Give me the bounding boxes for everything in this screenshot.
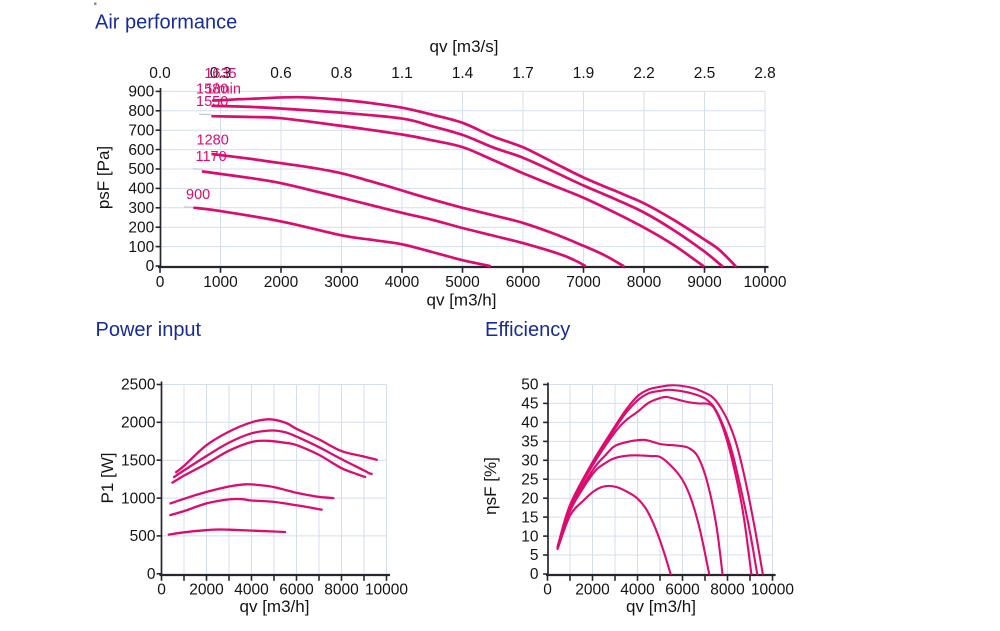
svg-text:4000: 4000	[620, 582, 655, 599]
svg-text:35: 35	[521, 434, 538, 451]
svg-text:10000: 10000	[751, 582, 794, 599]
svg-text:45: 45	[521, 396, 538, 413]
svg-text:300: 300	[128, 200, 154, 217]
svg-text:10000: 10000	[365, 582, 408, 599]
svg-text:25: 25	[521, 471, 538, 488]
svg-text:15: 15	[521, 509, 538, 526]
svg-text:qv [m3/h]: qv [m3/h]	[626, 597, 696, 616]
svg-text:600: 600	[128, 142, 154, 159]
svg-text:7000: 7000	[566, 274, 601, 291]
svg-text:P1 [W]: P1 [W]	[98, 452, 117, 503]
svg-text:0.8: 0.8	[331, 65, 353, 82]
svg-text:5: 5	[530, 547, 539, 564]
svg-text:10000: 10000	[743, 274, 786, 291]
svg-text:50: 50	[521, 377, 539, 394]
svg-text:0: 0	[543, 582, 552, 599]
svg-text:1.7: 1.7	[512, 65, 534, 82]
svg-text:30: 30	[521, 453, 539, 470]
svg-text:200: 200	[128, 219, 154, 236]
svg-text:8000: 8000	[324, 582, 359, 599]
svg-text:0: 0	[157, 582, 166, 599]
svg-text:1.4: 1.4	[452, 65, 474, 82]
svg-text:Efficiency: Efficiency	[485, 319, 570, 341]
svg-text:20: 20	[521, 490, 539, 507]
svg-text:0: 0	[146, 258, 155, 275]
svg-text:2000: 2000	[575, 582, 610, 599]
svg-text:100: 100	[128, 239, 154, 256]
svg-text:0: 0	[530, 566, 539, 583]
svg-text:40: 40	[521, 415, 539, 432]
svg-text:2000: 2000	[121, 415, 156, 432]
svg-text:8000: 8000	[627, 274, 662, 291]
svg-text:1000: 1000	[121, 490, 156, 507]
svg-text:Air performance: Air performance	[95, 12, 237, 34]
svg-text:ηsF [%]: ηsF [%]	[481, 457, 500, 515]
svg-text:1.9: 1.9	[573, 65, 595, 82]
svg-text:1000: 1000	[203, 274, 238, 291]
svg-text:6000: 6000	[279, 582, 314, 599]
svg-text:900: 900	[128, 84, 154, 101]
svg-text:900: 900	[186, 187, 210, 203]
svg-text:4000: 4000	[385, 274, 420, 291]
svg-text:qv [m3/h]: qv [m3/h]	[240, 597, 310, 616]
svg-text:1170: 1170	[196, 149, 227, 165]
svg-text:Power input: Power input	[96, 319, 202, 341]
svg-text:9000: 9000	[687, 274, 722, 291]
svg-text:10: 10	[521, 528, 539, 545]
svg-text:0.0: 0.0	[149, 65, 171, 82]
svg-text:1635: 1635	[204, 66, 236, 82]
svg-text:5000: 5000	[445, 274, 480, 291]
svg-text:1280: 1280	[197, 133, 229, 149]
svg-text:800: 800	[128, 103, 154, 120]
svg-text:400: 400	[128, 181, 154, 198]
svg-text:2000: 2000	[189, 582, 224, 599]
svg-text:2.8: 2.8	[754, 65, 776, 82]
svg-text:0: 0	[156, 274, 165, 291]
svg-text:1.1: 1.1	[391, 65, 413, 82]
svg-text:2.5: 2.5	[694, 65, 716, 82]
svg-text:6000: 6000	[506, 274, 541, 291]
svg-text:8000: 8000	[710, 582, 745, 599]
svg-text:2500: 2500	[121, 377, 156, 394]
svg-text:3000: 3000	[324, 274, 359, 291]
svg-text:4000: 4000	[234, 582, 269, 599]
svg-text:1550: 1550	[196, 94, 228, 110]
svg-text:1500: 1500	[121, 452, 156, 469]
svg-text:500: 500	[130, 528, 156, 545]
svg-text:2000: 2000	[264, 274, 299, 291]
svg-text:qv [m3/s]: qv [m3/s]	[430, 37, 499, 56]
svg-text:6000: 6000	[665, 582, 700, 599]
svg-text:700: 700	[128, 122, 154, 139]
svg-text:psF [Pa]: psF [Pa]	[94, 146, 113, 209]
svg-text:500: 500	[128, 161, 154, 178]
svg-text:2.2: 2.2	[633, 65, 655, 82]
svg-text:qv [m3/h]: qv [m3/h]	[427, 291, 497, 310]
svg-text:0: 0	[147, 566, 156, 583]
svg-text:0.6: 0.6	[270, 65, 292, 82]
